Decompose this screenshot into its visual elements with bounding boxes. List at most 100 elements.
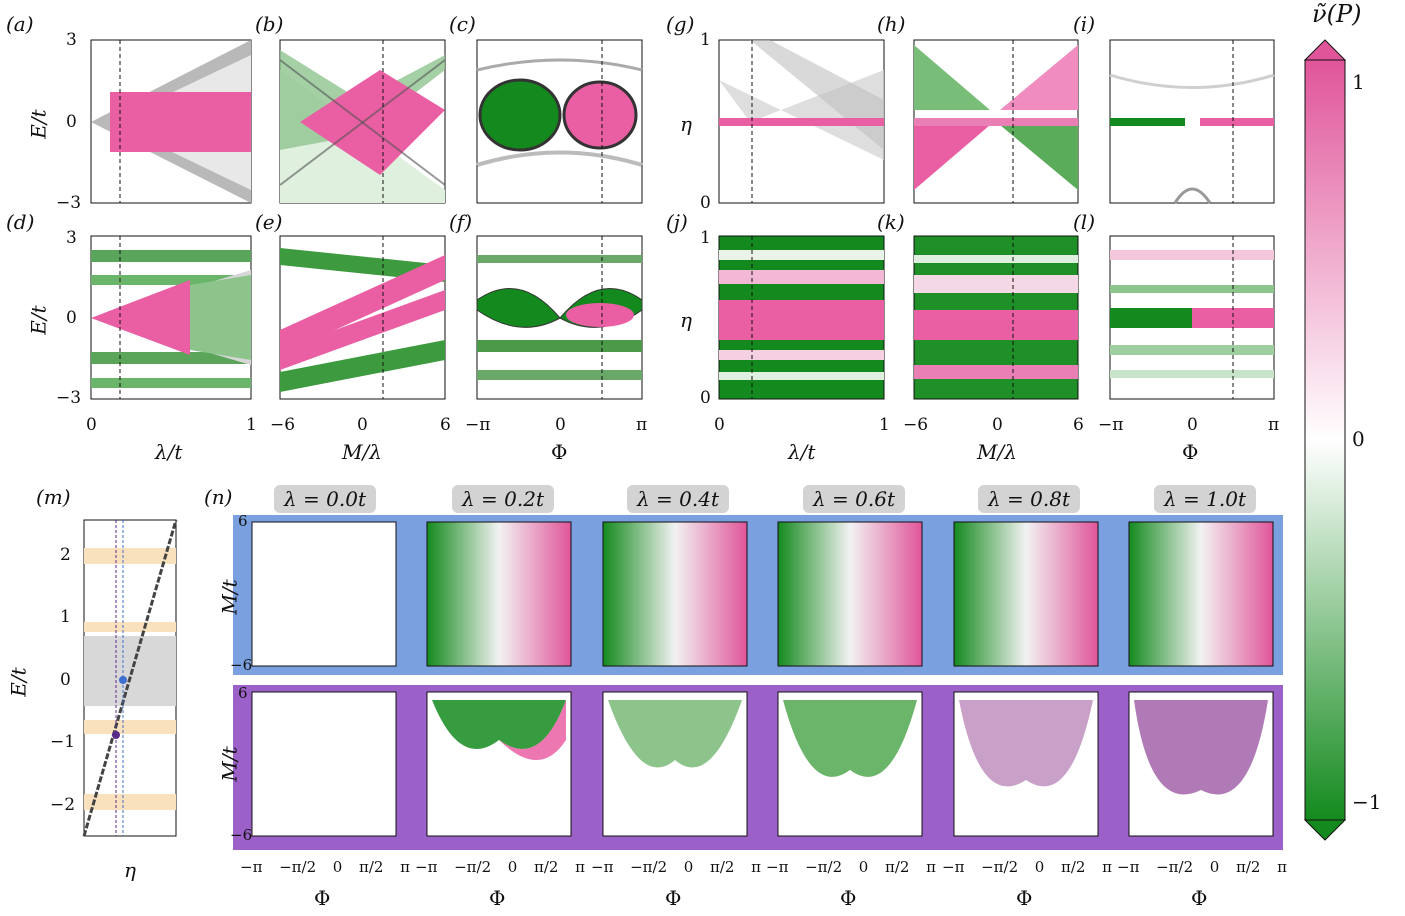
xtick-e-m6: −6 [270,415,296,435]
n-title-5: λ = 1.0t [1154,485,1256,513]
colorbar-tick-neg: −1 [1352,790,1382,814]
panel-c [476,39,643,204]
panel-m [82,519,178,837]
xtick-j-0: 0 [714,415,725,435]
ytick-g-0: 0 [700,193,711,213]
ytick-d-3: 3 [66,228,77,248]
n-bottom-row [251,691,1274,837]
ytick-a-0: 0 [66,112,77,132]
label-e: (e) [255,210,283,234]
xlabel-e: M/λ [342,440,382,464]
colorbar [1303,39,1347,841]
mtick-m1: −1 [50,732,76,752]
panel-d [90,235,252,400]
ylabel-n-bottom: M/t [217,746,242,782]
panel-j [718,235,885,400]
colorbar-title: ν̃(P) [1312,0,1362,28]
label-c: (c) [449,12,476,36]
panel-n [233,515,1283,850]
n-xlabel-3: Φ [840,886,857,910]
xlabel-m: η [124,858,136,882]
xtick-f-mpi: −π [465,415,491,435]
xlabel-j: λ/t [788,440,816,464]
label-l: (l) [1073,210,1096,234]
ylabel-a: E/t [26,109,51,139]
n-xlabel-1: Φ [489,886,506,910]
panel-k [913,235,1079,400]
ytick-a-3: 3 [66,30,77,50]
ytick-j-0: 0 [700,388,711,408]
n-title-3: λ = 0.6t [803,485,905,513]
ylabel-j: η [680,308,692,332]
ytick-j-1: 1 [700,228,711,248]
n-xticks-5: −π −π/2 0 π/2 π [1117,858,1287,876]
xtick-l-pi: π [1268,415,1280,435]
n-xticks-0: −π −π/2 0 π/2 π [240,858,410,876]
n-ytick-top-6: 6 [238,512,248,530]
colorbar-tick-pos: 1 [1352,70,1365,94]
xtick-d-0: 0 [86,415,97,435]
label-h: (h) [877,12,906,36]
ylabel-n-top: M/t [217,579,242,615]
n-ytick-top-m6: −6 [230,656,253,674]
n-top-row [251,521,1274,667]
n-xticks-3: −π −π/2 0 π/2 π [766,858,936,876]
xtick-f-0: 0 [555,415,566,435]
xlabel-f: Φ [551,440,568,464]
ytick-a-m3: −3 [56,193,82,213]
label-b: (b) [255,12,284,36]
xlabel-d: λ/t [155,440,183,464]
mtick-m2: −2 [50,795,76,815]
xlabel-k: M/λ [977,440,1017,464]
n-title-2: λ = 0.4t [627,485,729,513]
n-ytick-bot-6: 6 [238,684,248,702]
xtick-l-0: 0 [1187,415,1198,435]
panel-g [718,39,885,204]
xlabel-l: Φ [1182,440,1199,464]
ytick-d-m3: −3 [56,388,82,408]
panel-f [476,235,643,400]
label-n: (n) [204,485,233,509]
label-j: (j) [666,210,688,234]
label-m: (m) [36,485,71,509]
xtick-e-0: 0 [357,415,368,435]
ytick-d-0: 0 [66,308,77,328]
xtick-d-1: 1 [246,415,257,435]
n-ytick-bot-m6: −6 [230,826,253,844]
label-a: (a) [6,12,34,36]
mtick-2: 2 [60,545,71,565]
n-title-1: λ = 0.2t [452,485,554,513]
panel-i [1109,39,1275,204]
panel-a [90,39,252,204]
mtick-1: 1 [60,607,71,627]
xtick-j-1: 1 [879,415,890,435]
xtick-l-mpi: −π [1098,415,1124,435]
mtick-0: 0 [60,670,71,690]
label-d: (d) [6,210,35,234]
label-i: (i) [1073,12,1096,36]
xtick-k-m6: −6 [903,415,929,435]
n-title-4: λ = 0.8t [978,485,1080,513]
panel-e [279,235,446,400]
ylabel-d: E/t [26,305,51,335]
ytick-g-1: 1 [700,30,711,50]
n-xlabel-5: Φ [1191,886,1208,910]
panel-l [1109,235,1275,400]
panel-b [279,39,446,204]
label-k: (k) [877,210,905,234]
xtick-k-6: 6 [1073,415,1084,435]
n-xticks-4: −π −π/2 0 π/2 π [942,858,1112,876]
ylabel-m: E/t [6,667,31,697]
label-g: (g) [666,12,695,36]
ylabel-g: η [680,112,692,136]
n-xlabel-0: Φ [314,886,331,910]
label-f: (f) [449,210,473,234]
panel-h [913,39,1079,204]
xtick-f-pi: π [636,415,648,435]
n-title-0: λ = 0.0t [274,485,376,513]
n-xlabel-4: Φ [1016,886,1033,910]
n-xticks-2: −π −π/2 0 π/2 π [591,858,761,876]
colorbar-tick-zero: 0 [1352,427,1365,451]
xtick-e-6: 6 [440,415,451,435]
